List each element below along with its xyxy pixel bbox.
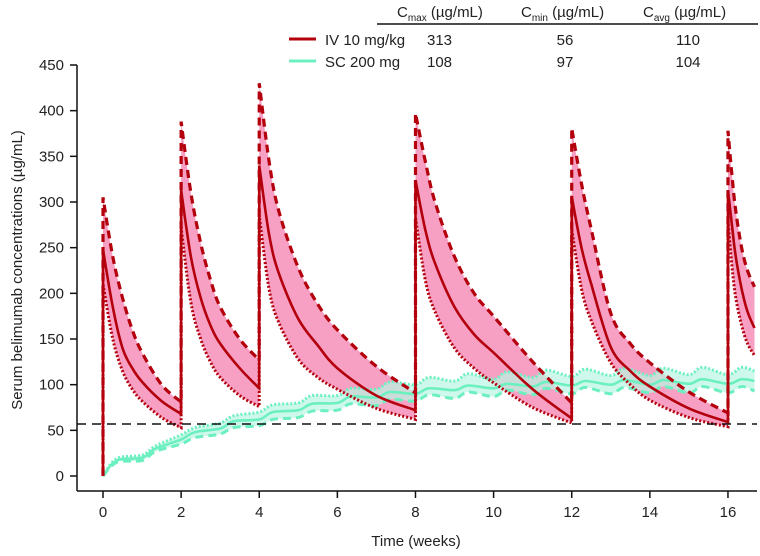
x-tick-label: 2 <box>177 504 185 521</box>
y-axis-title: Serum belimumab concentrations (µg/mL) <box>9 130 26 410</box>
x-tick-label: 6 <box>333 504 341 521</box>
x-tick-label: 12 <box>563 504 580 521</box>
iv-confidence-band <box>415 113 572 424</box>
y-tick-label: 350 <box>39 148 64 165</box>
y-tick-label: 400 <box>39 103 64 120</box>
y-tick-label: 50 <box>47 422 64 439</box>
sc-cmax: 108 <box>427 54 452 71</box>
sc-median-line <box>101 377 755 477</box>
iv-median-line <box>101 165 756 476</box>
iv-confidence-band <box>259 83 416 420</box>
x-axis: 0 2 4 6 8 10 12 14 16 <box>77 490 757 521</box>
iv-confidence-band <box>571 128 728 427</box>
y-tick-label: 250 <box>39 240 64 257</box>
y-tick-label: 150 <box>39 331 64 348</box>
iv-lower-line <box>101 215 756 476</box>
y-axis: 0 50 100 150 200 250 300 350 400 450 <box>39 57 78 491</box>
y-tick-label: 450 <box>39 57 64 74</box>
legend-label-iv: IV 10 mg/kg <box>325 32 405 49</box>
x-tick-label: 8 <box>411 504 419 521</box>
iv-cmax: 313 <box>427 32 452 49</box>
sc-cavg: 104 <box>675 54 700 71</box>
y-tick-label: 300 <box>39 194 64 211</box>
iv-cmin: 56 <box>557 32 574 49</box>
header-cmax: Cmax (µg/mL) <box>397 4 483 24</box>
sc-cmin: 97 <box>557 54 574 71</box>
x-tick-label: 4 <box>255 504 263 521</box>
header-cmin: Cmin (µg/mL) <box>521 4 604 24</box>
iv-confidence-band <box>181 121 260 407</box>
sc-lower-line <box>101 384 756 478</box>
x-axis-title: Time (weeks) <box>371 533 460 550</box>
y-tick-label: 0 <box>56 468 64 485</box>
header-cavg: Cavg (µg/mL) <box>643 4 726 24</box>
x-tick-label: 16 <box>720 504 737 521</box>
x-tick-label: 10 <box>485 504 502 521</box>
x-tick-label: 14 <box>641 504 658 521</box>
confidence-bands <box>103 83 755 476</box>
y-tick-label: 100 <box>39 377 64 394</box>
summary-table: Cmax (µg/mL) Cmin (µg/mL) Cavg (µg/mL) I… <box>289 4 758 71</box>
y-tick-label: 200 <box>39 285 64 302</box>
iv-confidence-band <box>727 130 755 356</box>
iv-cavg: 110 <box>676 32 700 49</box>
legend-label-sc: SC 200 mg <box>325 54 400 71</box>
x-tick-label: 0 <box>99 504 107 521</box>
series-lines <box>101 83 756 478</box>
